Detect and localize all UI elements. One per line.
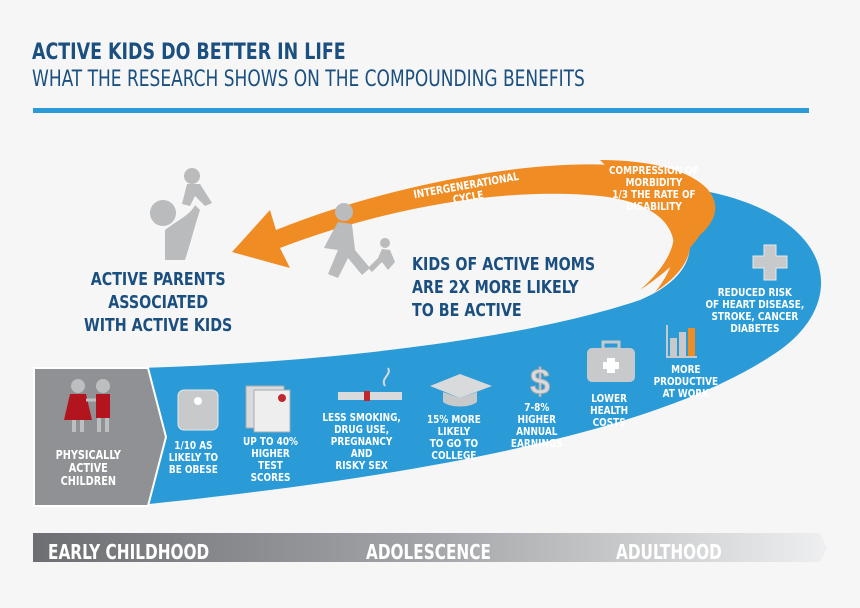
dollar-icon: $ bbox=[530, 361, 550, 402]
page-subtitle: WHAT THE RESEARCH SHOWS ON THE COMPOUNDI… bbox=[32, 67, 585, 92]
heart-disease-label: REDUCED RISK OF HEART DISEASE, STROKE, C… bbox=[705, 286, 805, 335]
children-icon bbox=[64, 379, 110, 432]
stage-adulthood: ADULTHOOD bbox=[616, 540, 722, 564]
title-divider bbox=[33, 108, 809, 113]
benefit-health-costs: LOWER HEALTH COSTS bbox=[590, 392, 629, 429]
test-papers-icon bbox=[245, 385, 291, 433]
parent-baby-icon bbox=[150, 168, 212, 260]
start-box bbox=[33, 367, 168, 507]
timeline-bar bbox=[33, 533, 827, 562]
benefit-test-scores: UP TO 40% HIGHER TEST SCORES bbox=[243, 435, 298, 484]
health-cross-icon bbox=[752, 244, 788, 281]
benefit-college: 15% MORE LIKELY TO GO TO COLLEGE bbox=[426, 413, 481, 462]
start-label: PHYSICALLY ACTIVE CHILDREN bbox=[55, 448, 121, 488]
graduation-cap-icon bbox=[430, 374, 492, 407]
morbidity-label: COMPRESSION OF MORBIDITY 1/3 THE RATE OF… bbox=[608, 164, 699, 213]
benefit-earnings: 7-8% HIGHER ANNUAL EARNINGS bbox=[510, 401, 563, 450]
benefit-productive: MORE PRODUCTIVE AT WORK bbox=[653, 363, 719, 400]
page-title: ACTIVE KIDS DO BETTER IN LIFE bbox=[32, 40, 346, 65]
benefit-less-smoking: LESS SMOKING, DRUG USE, PREGNANCY AND RISKY … bbox=[322, 411, 401, 472]
parents-text: ACTIVE PARENTS ASSOCIATED WITH ACTIVE KI… bbox=[84, 269, 233, 336]
scale-icon bbox=[177, 389, 219, 431]
stage-adolescence: ADOLESCENCE bbox=[366, 540, 491, 564]
blue-swoosh bbox=[140, 190, 822, 505]
benefit-obese: 1/10 AS LIKELY TO BE OBESE bbox=[168, 439, 219, 476]
running-mom-kid-icon bbox=[324, 203, 395, 278]
medical-kit-icon bbox=[587, 340, 635, 382]
cigarette-icon bbox=[338, 367, 402, 401]
moms-text: KIDS OF ACTIVE MOMS ARE 2X MORE LIKELY T… bbox=[412, 254, 596, 321]
stage-early-childhood: EARLY CHILDHOOD bbox=[48, 540, 210, 564]
bar-chart-icon bbox=[666, 325, 697, 358]
